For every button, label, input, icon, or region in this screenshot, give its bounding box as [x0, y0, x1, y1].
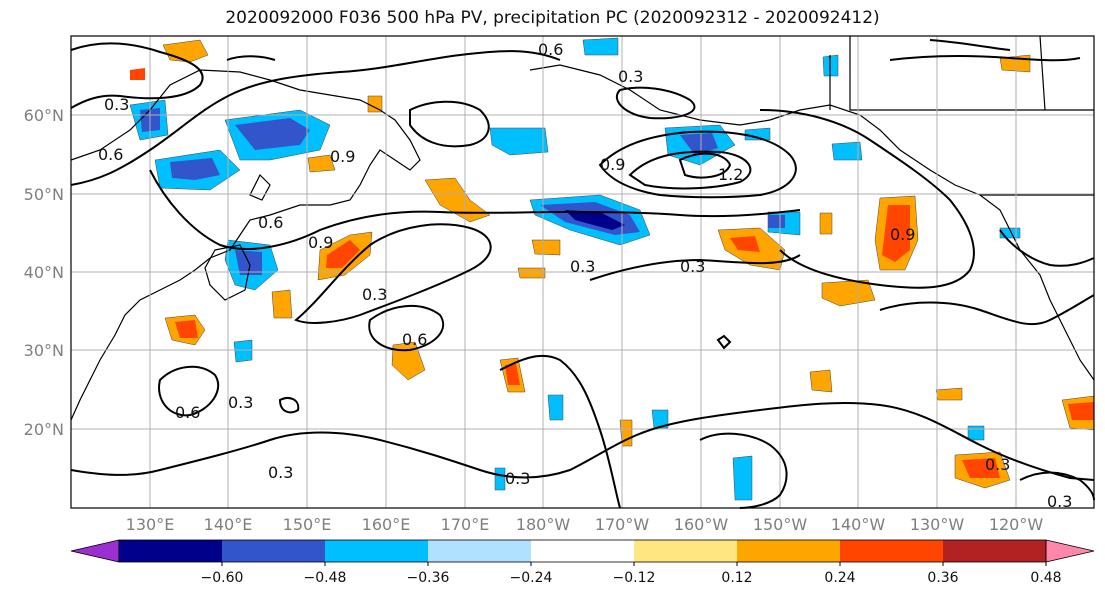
- colorbar-tick-label: 0.48: [1030, 570, 1061, 586]
- lon-label: 160°E: [362, 515, 411, 534]
- colorbar-tick-label: 0.24: [824, 570, 855, 586]
- lon-label: 170°W: [595, 515, 650, 534]
- colorbar-extend-high: [1045, 539, 1095, 563]
- colorbar-bin: [119, 540, 223, 562]
- contour-label: 0.3: [1047, 492, 1072, 511]
- gridlines: [71, 36, 1094, 508]
- colorbar-tick-label: −0.60: [201, 570, 244, 586]
- contour-label: 1.2: [718, 165, 743, 184]
- colorbar-bin: [943, 540, 1047, 562]
- lon-label: 150°W: [753, 515, 808, 534]
- contour-label: 0.3: [104, 95, 129, 114]
- contour-label: 0.3: [618, 67, 643, 86]
- lon-label: 170°E: [441, 515, 490, 534]
- contour-label: 0.3: [268, 463, 293, 482]
- colorbar-tick-label: 0.36: [927, 570, 958, 586]
- colorbar: −0.60 −0.48 −0.36 −0.24 −0.12 0.12 0.24 0.36 0.4…: [70, 539, 1095, 586]
- colorbar-bin: [428, 540, 532, 562]
- map-title: 2020092000 F036 500 hPa PV, precipitatio…: [225, 8, 880, 28]
- contour-label: 0.6: [98, 145, 123, 164]
- colorbar-bin: [325, 540, 429, 562]
- lon-label: 130°E: [126, 515, 175, 534]
- lon-label: 140°W: [831, 515, 886, 534]
- colorbar-bin: [222, 540, 326, 562]
- contour-label: 0.6: [175, 403, 200, 422]
- lat-label: 60°N: [24, 106, 64, 125]
- contour-label: 0.6: [538, 40, 563, 59]
- contour-label: 0.9: [890, 225, 915, 244]
- coastlines: [70, 35, 1095, 421]
- lon-label: 120°W: [989, 515, 1044, 534]
- colorbar-tick-label: −0.24: [510, 570, 553, 586]
- contour-label: 0.9: [600, 155, 625, 174]
- lon-label: 180°W: [516, 515, 571, 534]
- colorbar-bin: [531, 540, 635, 562]
- latitude-labels: 60°N 50°N 40°N 30°N 20°N: [24, 106, 64, 439]
- lon-label: 150°E: [283, 515, 332, 534]
- colorbar-bin: [737, 540, 841, 562]
- longitude-labels: 130°E 140°E 150°E 160°E 170°E 180°W 170°…: [126, 515, 1044, 534]
- colorbar-tick-label: −0.12: [613, 570, 656, 586]
- contour-label: 0.3: [570, 257, 595, 276]
- contour-label: 0.3: [680, 257, 705, 276]
- contour-label: 0.9: [330, 147, 355, 166]
- contour-label-group: 0.3 0.6 0.9 1.2 0.3 0.6 0.9 0.3 0.3 0.6 …: [98, 40, 1072, 511]
- contour-label: 0.3: [228, 393, 253, 412]
- contour-label: 0.3: [362, 285, 387, 304]
- lat-label: 50°N: [24, 185, 64, 204]
- colorbar-frame: [118, 539, 1047, 563]
- lon-label: 160°W: [674, 515, 729, 534]
- contour-label: 0.9: [308, 233, 333, 252]
- contour-label: 0.3: [985, 455, 1010, 474]
- lon-label: 140°E: [204, 515, 253, 534]
- lon-label: 130°W: [910, 515, 965, 534]
- colorbar-tick-label: −0.48: [304, 570, 347, 586]
- contour-label: 0.6: [402, 330, 427, 349]
- map-frame: [70, 35, 1095, 509]
- colorbar-bin: [634, 540, 738, 562]
- pv-contours: [70, 39, 1095, 509]
- lat-label: 40°N: [24, 263, 64, 282]
- contour-label: 0.6: [258, 213, 283, 232]
- contour-label: 0.3: [505, 469, 530, 488]
- colorbar-extend-low: [70, 539, 120, 563]
- colorbar-bin: [840, 540, 944, 562]
- colorbar-tick-label: 0.12: [721, 570, 752, 586]
- lat-label: 30°N: [24, 341, 64, 360]
- colorbar-tick-label: −0.36: [407, 570, 450, 586]
- lat-label: 20°N: [24, 420, 64, 439]
